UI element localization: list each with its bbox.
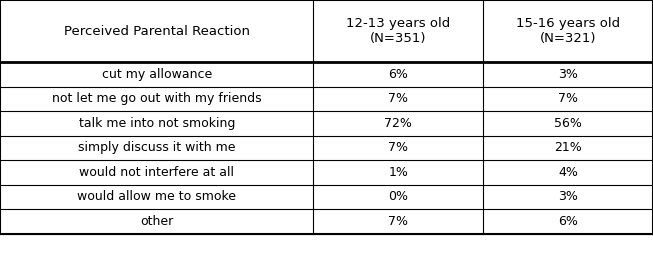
Text: other: other xyxy=(140,215,173,228)
Text: cut my allowance: cut my allowance xyxy=(102,68,212,81)
Text: 3%: 3% xyxy=(558,190,578,203)
Text: 3%: 3% xyxy=(558,68,578,81)
Text: 21%: 21% xyxy=(554,141,582,154)
Text: would allow me to smoke: would allow me to smoke xyxy=(77,190,236,203)
Text: Perceived Parental Reaction: Perceived Parental Reaction xyxy=(64,25,249,37)
Text: 6%: 6% xyxy=(558,215,578,228)
Text: 15-16 years old
(N=321): 15-16 years old (N=321) xyxy=(516,17,620,45)
Text: not let me go out with my friends: not let me go out with my friends xyxy=(52,92,262,105)
Text: 7%: 7% xyxy=(389,141,408,154)
Text: talk me into not smoking: talk me into not smoking xyxy=(78,117,235,130)
Text: 12-13 years old
(N=351): 12-13 years old (N=351) xyxy=(346,17,451,45)
Text: 4%: 4% xyxy=(558,166,578,179)
Text: would not interfere at all: would not interfere at all xyxy=(79,166,234,179)
Text: 6%: 6% xyxy=(389,68,408,81)
Text: 56%: 56% xyxy=(554,117,582,130)
Text: simply discuss it with me: simply discuss it with me xyxy=(78,141,236,154)
Text: 1%: 1% xyxy=(389,166,408,179)
Text: 7%: 7% xyxy=(389,215,408,228)
Text: 72%: 72% xyxy=(385,117,412,130)
Text: 7%: 7% xyxy=(389,92,408,105)
Text: 0%: 0% xyxy=(389,190,408,203)
Text: 7%: 7% xyxy=(558,92,578,105)
